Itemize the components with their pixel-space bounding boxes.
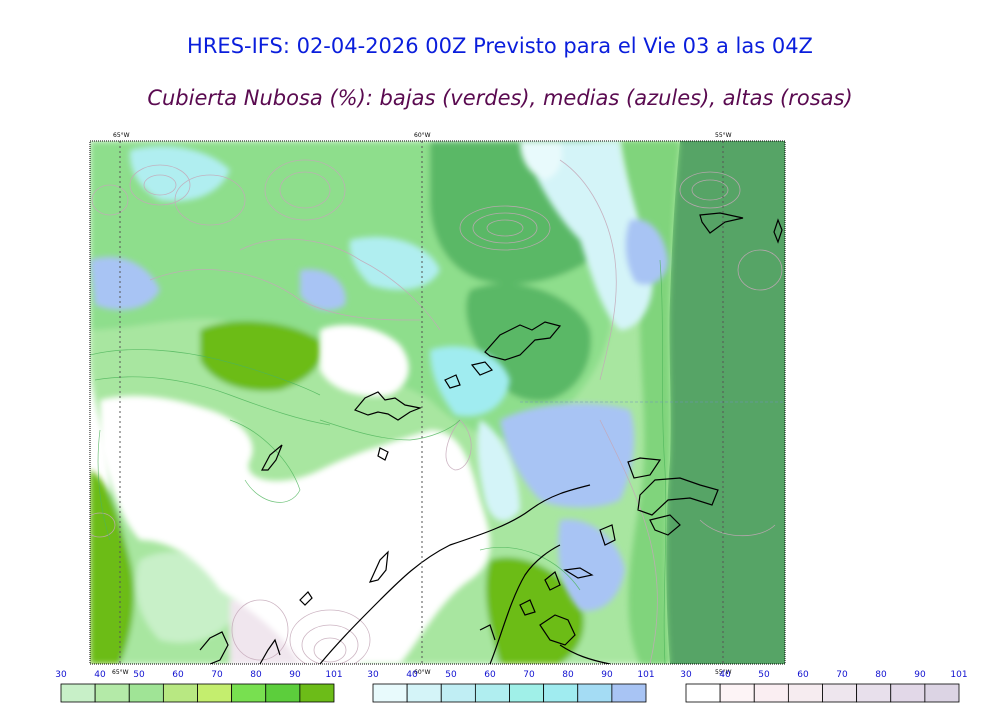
colorbar-swatch <box>890 683 926 703</box>
colorbar-swatch <box>719 683 755 703</box>
colorbar-tick-label: 30 <box>367 670 379 680</box>
map-frame <box>89 140 786 665</box>
coastlines <box>199 212 783 664</box>
colorbar-tick-label: 70 <box>836 670 848 680</box>
colorbar-swatch <box>685 683 721 703</box>
colorbar-swatch <box>406 683 442 703</box>
clear-sky-region <box>100 395 490 664</box>
colorbar-tick-label: 101 <box>637 670 654 680</box>
colorbar-swatch <box>924 683 960 703</box>
colorbar-tick-label: 70 <box>523 670 535 680</box>
colorbar-tick-label: 50 <box>758 670 770 680</box>
lon-label-bottom-55w: 55°W <box>715 669 732 676</box>
colorbar-swatch <box>543 683 579 703</box>
colorbar-tick-label: 30 <box>680 670 692 680</box>
colorbar-swatch <box>162 683 198 703</box>
colorbar-swatch <box>509 683 545 703</box>
map-area <box>90 141 785 664</box>
colorbar-tick-label: 50 <box>445 670 457 680</box>
colorbar-tick-label: 30 <box>55 670 67 680</box>
colorbar-high-clouds: 30 40 50 60 70 80 90 101 <box>680 670 968 703</box>
colorbar-swatch <box>197 683 233 703</box>
map-subtitle: Cubierta Nubosa (%): bajas (verdes), med… <box>147 86 853 110</box>
colorbar-swatch <box>94 683 130 703</box>
colorbar-tick-label: 40 <box>719 670 731 680</box>
colorbar-tick-label: 60 <box>172 670 184 680</box>
colorbar-low-clouds: 30 40 50 60 70 80 90 101 <box>55 670 343 703</box>
colorbar-tick-label: 90 <box>601 670 613 680</box>
colorbar-swatch <box>265 683 301 703</box>
colorbar-tick-label: 40 <box>94 670 106 680</box>
colorbar-swatch <box>577 683 613 703</box>
colorbar-tick-label: 60 <box>484 670 496 680</box>
colorbar-mid-clouds: 30 40 50 60 70 80 90 101 <box>367 670 655 703</box>
colorbar-tick-label: 40 <box>406 670 418 680</box>
colorbar-swatch <box>128 683 164 703</box>
colorbar-swatch <box>60 683 96 703</box>
colorbar-swatch <box>822 683 858 703</box>
low-cloud-dense-east <box>666 141 785 664</box>
colorbar-tick-label: 80 <box>562 670 574 680</box>
colorbar-tick-label: 90 <box>289 670 301 680</box>
colorbar-swatch <box>856 683 892 703</box>
colorbar-tick-label: 80 <box>250 670 262 680</box>
lon-label-60w: 60°W <box>414 132 431 139</box>
colorbar-swatch <box>611 683 647 703</box>
colorbar-tick-label: 101 <box>325 670 342 680</box>
lon-label-65w: 65°W <box>113 132 130 139</box>
lon-label-55w: 55°W <box>715 132 732 139</box>
graticule <box>119 141 724 664</box>
colorbar-swatch <box>440 683 476 703</box>
colorbar-swatch <box>474 683 510 703</box>
colorbars: 30 40 50 60 70 80 90 101 30 40 50 60 70 80 90 101 30 40 50… <box>55 670 968 703</box>
lon-label-bottom-65w: 65°W <box>112 669 129 676</box>
mid-cloud-field <box>90 141 668 611</box>
colorbar-swatch <box>372 683 408 703</box>
lon-label-bottom-60w: 60°W <box>414 669 431 676</box>
colorbar-swatch <box>231 683 267 703</box>
colorbar-tick-label: 50 <box>133 670 145 680</box>
colorbar-swatch <box>299 683 335 703</box>
low-cloud-contours <box>90 259 667 664</box>
colorbar-tick-label: 90 <box>914 670 926 680</box>
colorbar-tick-label: 70 <box>211 670 223 680</box>
map-title: HRES-IFS: 02-04-2026 00Z Previsto para e… <box>187 34 813 58</box>
colorbar-tick-label: 101 <box>950 670 967 680</box>
colorbar-tick-label: 80 <box>875 670 887 680</box>
high-cloud-contours <box>90 159 783 664</box>
colorbar-swatch <box>753 683 789 703</box>
colorbar-tick-label: 60 <box>797 670 809 680</box>
colorbar-swatch <box>787 683 823 703</box>
